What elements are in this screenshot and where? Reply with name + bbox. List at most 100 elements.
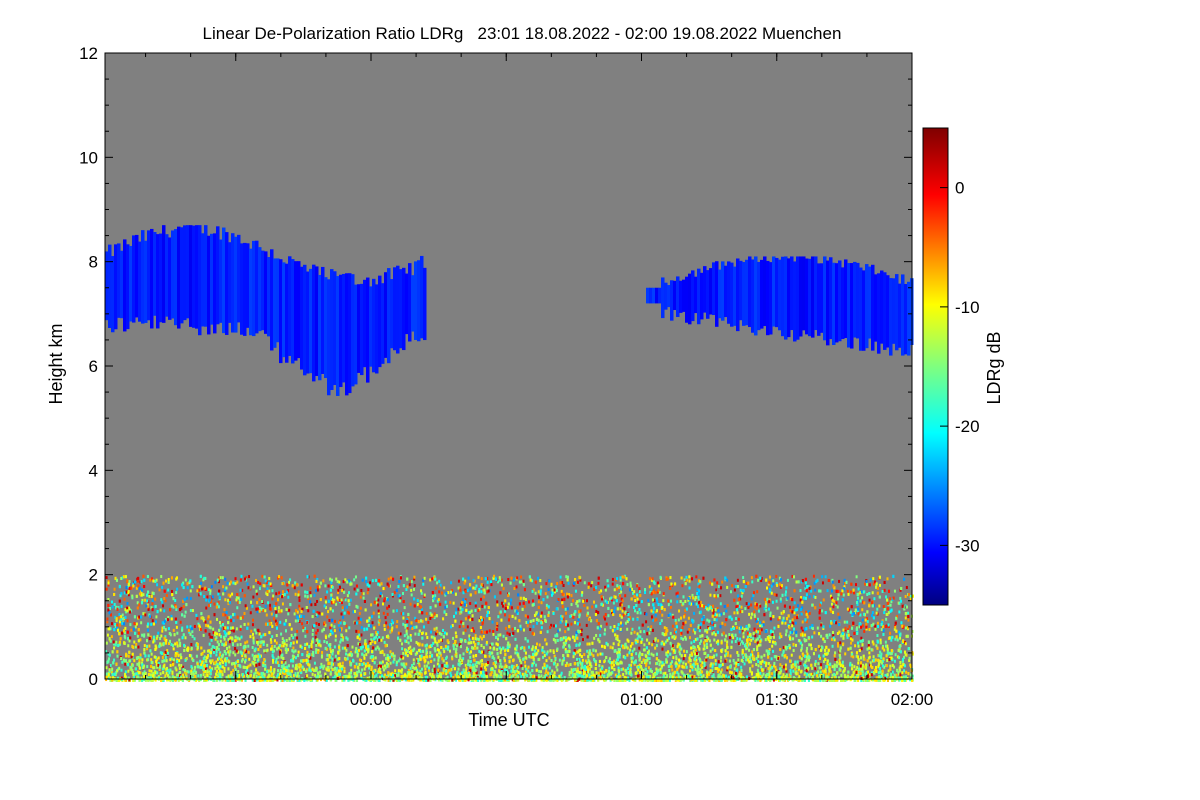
boundary-layer-pixel [413, 647, 416, 651]
boundary-layer-pixel [313, 593, 316, 597]
boundary-layer-pixel [611, 577, 614, 581]
boundary-layer-pixel [450, 674, 453, 678]
boundary-layer-pixel [856, 666, 859, 670]
boundary-layer-pixel [346, 657, 349, 661]
cloud-column [658, 287, 662, 304]
boundary-layer-pixel [515, 585, 518, 589]
boundary-layer-pixel [721, 633, 724, 637]
boundary-layer-pixel [303, 659, 306, 663]
boundary-layer-pixel [107, 674, 110, 678]
boundary-layer-pixel [389, 661, 392, 665]
boundary-layer-pixel [210, 659, 213, 663]
boundary-layer-pixel [338, 628, 341, 632]
cloud-column [811, 256, 815, 338]
boundary-layer-pixel [907, 618, 910, 622]
boundary-layer-pixel [603, 615, 606, 619]
boundary-layer-pixel [306, 590, 309, 594]
boundary-layer-pixel [671, 660, 674, 664]
boundary-layer-pixel [420, 667, 423, 671]
boundary-layer-pixel [579, 660, 582, 664]
boundary-layer-pixel [514, 637, 517, 641]
boundary-layer-pixel [733, 611, 736, 615]
boundary-layer-pixel [865, 617, 868, 621]
boundary-layer-pixel [385, 621, 388, 625]
boundary-layer-pixel [248, 657, 251, 661]
boundary-layer-pixel [369, 671, 372, 675]
boundary-layer-pixel [697, 582, 700, 586]
boundary-layer-pixel [768, 648, 771, 652]
boundary-layer-pixel [382, 611, 385, 615]
boundary-layer-pixel [474, 587, 477, 591]
boundary-layer-pixel [503, 649, 506, 653]
boundary-layer-pixel [239, 642, 242, 646]
boundary-layer-pixel [150, 594, 153, 598]
boundary-layer-pixel [118, 623, 121, 627]
boundary-layer-pixel [817, 676, 820, 680]
boundary-layer-pixel [465, 669, 468, 673]
boundary-layer-pixel [214, 637, 217, 641]
boundary-layer-pixel [174, 599, 177, 603]
boundary-layer-pixel [736, 578, 739, 582]
boundary-layer-pixel [672, 656, 675, 660]
boundary-layer-pixel [426, 643, 429, 647]
boundary-layer-pixel [155, 578, 158, 582]
cloud-column [273, 258, 277, 348]
boundary-layer-pixel [110, 671, 113, 675]
boundary-layer-pixel [708, 639, 711, 643]
boundary-layer-pixel [134, 672, 137, 676]
cloud-column [829, 257, 833, 340]
boundary-layer-pixel [810, 589, 813, 593]
boundary-layer-pixel [289, 644, 292, 648]
cloud-column [345, 273, 349, 396]
boundary-layer-pixel [813, 631, 816, 635]
boundary-layer-pixel [436, 581, 439, 585]
boundary-layer-pixel [327, 668, 330, 672]
cloud-column [369, 286, 373, 367]
cloud-column [300, 266, 304, 370]
boundary-layer-pixel [687, 616, 690, 620]
boundary-layer-pixel [532, 657, 535, 661]
boundary-layer-pixel [682, 637, 685, 641]
boundary-layer-pixel [643, 630, 646, 634]
boundary-layer-pixel [604, 588, 607, 592]
boundary-layer-pixel [793, 601, 796, 605]
boundary-layer-pixel [218, 580, 221, 584]
cloud-column [165, 234, 169, 317]
cloud-column [150, 228, 154, 329]
cloud-column [667, 285, 671, 308]
boundary-layer-pixel [126, 619, 129, 623]
boundary-layer-pixel [662, 663, 665, 667]
boundary-layer-pixel [247, 644, 250, 648]
boundary-layer-pixel [561, 598, 564, 602]
boundary-layer-pixel [624, 621, 627, 625]
boundary-layer-pixel [442, 647, 445, 651]
boundary-layer-pixel [429, 651, 432, 655]
boundary-layer-pixel [334, 654, 337, 658]
boundary-layer-pixel [757, 674, 760, 678]
boundary-layer-pixel [629, 581, 632, 585]
cloud-column [673, 280, 677, 311]
boundary-layer-pixel [820, 676, 823, 680]
cloud-column [835, 263, 839, 343]
cloud-column [384, 272, 388, 358]
boundary-layer-pixel [579, 578, 582, 582]
boundary-layer-pixel [692, 629, 695, 633]
boundary-layer-pixel [447, 641, 450, 645]
boundary-layer-pixel [208, 642, 211, 646]
cloud-column [703, 266, 707, 313]
boundary-layer-pixel [387, 625, 390, 629]
boundary-layer-pixel [202, 633, 205, 637]
cloud-column [757, 261, 761, 331]
boundary-layer-pixel [751, 664, 754, 668]
data-features [105, 225, 914, 682]
boundary-layer-pixel [374, 678, 377, 682]
boundary-layer-pixel [434, 594, 437, 598]
boundary-layer-pixel [678, 609, 681, 613]
boundary-layer-pixel [619, 607, 622, 611]
boundary-layer-pixel [368, 666, 371, 670]
boundary-layer-pixel [684, 620, 687, 624]
boundary-layer-pixel [847, 608, 850, 612]
boundary-layer-pixel [821, 575, 824, 579]
boundary-layer-pixel [258, 587, 261, 591]
boundary-layer-pixel [177, 654, 180, 658]
